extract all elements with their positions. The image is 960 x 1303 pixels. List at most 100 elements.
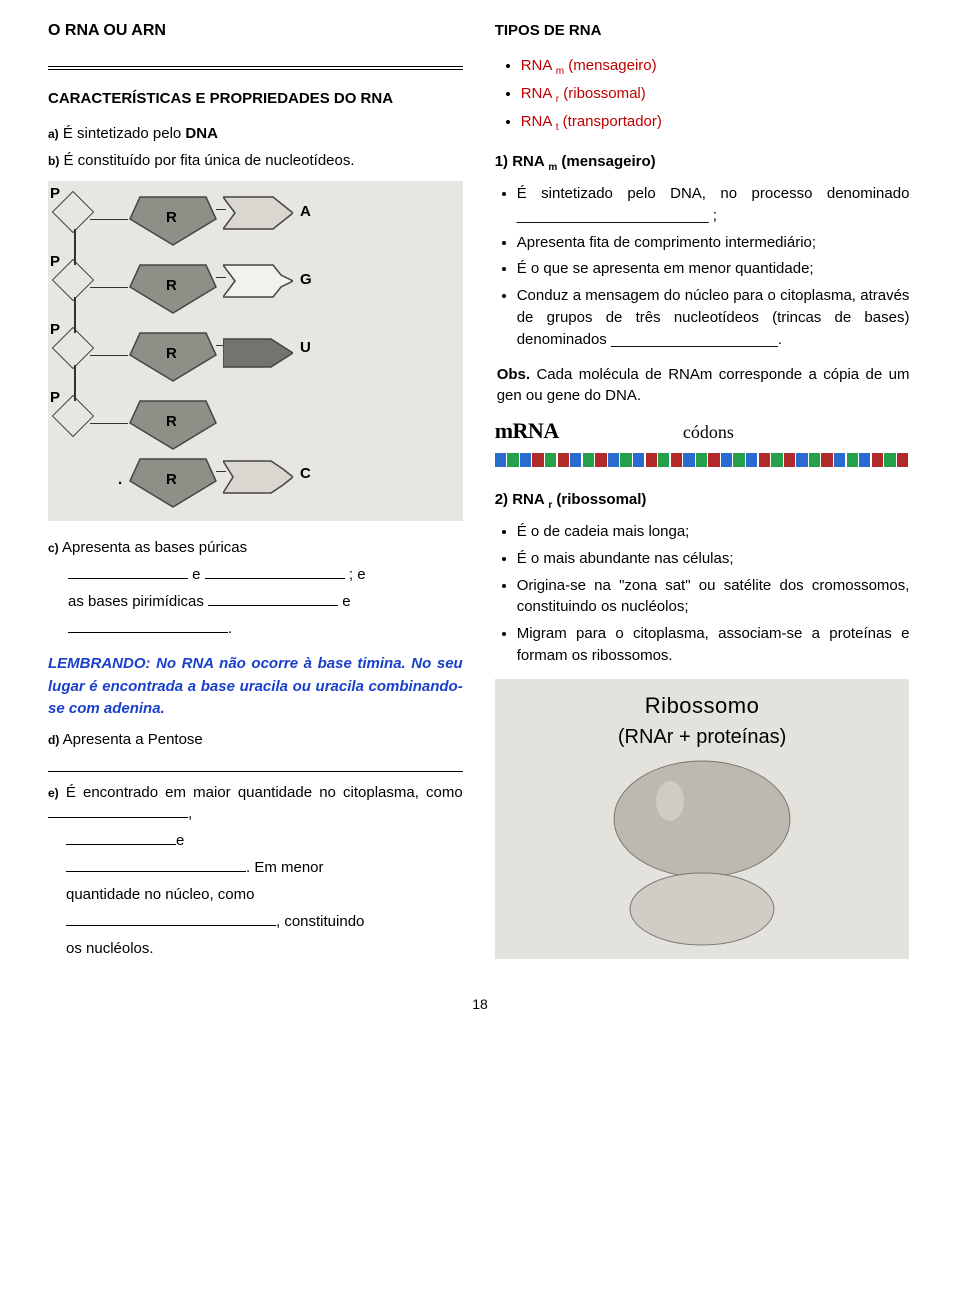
item-e-line3: . Em menor bbox=[48, 857, 463, 878]
mrna-codon-tick bbox=[746, 453, 757, 467]
blank-pirimidica-2 bbox=[68, 632, 228, 633]
page-title: O RNA OU ARN bbox=[48, 20, 463, 42]
blank-nucleo bbox=[66, 925, 276, 926]
blank-cito-1 bbox=[48, 817, 188, 818]
sugar-label-1: R bbox=[166, 207, 177, 228]
codons-label: códons bbox=[683, 420, 734, 445]
item-d: d) Apresenta a Pentose bbox=[48, 729, 463, 750]
base-label-g: G bbox=[300, 269, 312, 290]
mrna-codon-tick bbox=[708, 453, 719, 467]
base-label-c: C bbox=[300, 463, 311, 484]
mrna-codon-tick bbox=[658, 453, 669, 467]
item-e-line3b: quantidade no núcleo, como bbox=[48, 884, 463, 905]
item-e-line4: , constituindo bbox=[48, 911, 463, 932]
mrna-codon-tick bbox=[608, 453, 619, 467]
mrna-codon-tick bbox=[733, 453, 744, 467]
mrna-codon-tick bbox=[545, 453, 556, 467]
obs-bold: Obs. bbox=[497, 366, 530, 383]
heading-rnar: 2) RNA r (ribossomal) bbox=[495, 489, 910, 513]
lembrando-note: LEMBRANDO: No RNA não ocorre à base timi… bbox=[48, 653, 463, 721]
two-column-layout: O RNA OU ARN CARACTERÍSTICAS E PROPRIEDA… bbox=[48, 20, 912, 965]
item-c-line4: . bbox=[48, 618, 463, 639]
mrna-codon-tick bbox=[759, 453, 770, 467]
mrna-codon-tick bbox=[821, 453, 832, 467]
rna-types-list: RNA m (mensageiro) RNA r (ribossomal) RN… bbox=[495, 55, 910, 135]
item-c-line2: e ; e bbox=[48, 564, 463, 585]
title-rule-1 bbox=[48, 66, 463, 67]
ribosome-figure: Ribossomo (RNAr + proteínas) bbox=[495, 679, 910, 959]
mrna-codon-tick bbox=[796, 453, 807, 467]
base-a-icon bbox=[223, 189, 293, 237]
rnat-pre: RNA bbox=[521, 113, 556, 130]
phosphate-label-2: P bbox=[50, 251, 60, 272]
sugar-label-5: R bbox=[166, 469, 177, 490]
rnar-bullet-2: É o mais abundante nas células; bbox=[517, 548, 910, 570]
mrna-bar bbox=[495, 453, 910, 467]
rnam-bullets: É sintetizado pelo DNA, no processo deno… bbox=[495, 183, 910, 350]
item-b-text: É constituído por fita única de nucleotí… bbox=[64, 152, 355, 169]
rnam-bullet-2: Apresenta fita de comprimento intermediá… bbox=[517, 232, 910, 254]
ribosome-title: Ribossomo bbox=[495, 679, 910, 722]
blank-purica-2 bbox=[205, 578, 345, 579]
sugar-label-3: R bbox=[166, 343, 177, 364]
ribosome-subtitle: (RNAr + proteínas) bbox=[495, 723, 910, 751]
rnar-post: (ribossomal) bbox=[559, 85, 646, 102]
item-e: e) É encontrado em maior quantidade no c… bbox=[48, 782, 463, 824]
rnar-bullet-1: É o de cadeia mais longa; bbox=[517, 521, 910, 543]
base-c-icon bbox=[223, 453, 293, 501]
mrna-codon-tick bbox=[646, 453, 657, 467]
base-g-icon bbox=[223, 257, 293, 305]
rnam-sub: m bbox=[556, 66, 564, 77]
type-rnat: RNA t (transportador) bbox=[521, 111, 910, 135]
rnar-bullet-3: Origina-se na "zona sat" ou satélite dos… bbox=[517, 575, 910, 619]
nucleotide-figure: P R A P R bbox=[48, 181, 463, 521]
type-rnar: RNA r (ribossomal) bbox=[521, 83, 910, 107]
item-e-line2: e bbox=[48, 830, 463, 851]
item-d-text: Apresenta a Pentose bbox=[63, 731, 203, 748]
mrna-codon-tick bbox=[721, 453, 732, 467]
mrna-codon-tick bbox=[507, 453, 518, 467]
item-e-text-1: É encontrado em maior quantidade no cito… bbox=[66, 784, 463, 801]
blank-cito-2 bbox=[66, 844, 176, 845]
rnat-post: (transportador) bbox=[559, 113, 662, 130]
right-column: TIPOS DE RNA RNA m (mensageiro) RNA r (r… bbox=[495, 20, 910, 965]
mrna-codon-tick bbox=[696, 453, 707, 467]
rnam-bullet-1: É sintetizado pelo DNA, no processo deno… bbox=[517, 183, 910, 227]
ribosome-icon bbox=[592, 759, 812, 949]
left-column: O RNA OU ARN CARACTERÍSTICAS E PROPRIEDA… bbox=[48, 20, 463, 965]
section-heading-caracteristicas: CARACTERÍSTICAS E PROPRIEDADES DO RNA bbox=[48, 88, 463, 109]
mrna-codon-tick bbox=[633, 453, 644, 467]
heading-rnam: 1) RNA m (mensageiro) bbox=[495, 151, 910, 175]
phosphate-label-3: P bbox=[50, 319, 60, 340]
base-label-a: A bbox=[300, 201, 311, 222]
item-a-letter: a) bbox=[48, 127, 59, 141]
item-e-letter: e) bbox=[48, 786, 59, 800]
mrna-codon-tick bbox=[595, 453, 606, 467]
base-label-u: U bbox=[300, 337, 311, 358]
mrna-codon-tick bbox=[872, 453, 883, 467]
item-a: a) É sintetizado pelo DNA bbox=[48, 123, 463, 144]
phosphate-label-4: P bbox=[50, 387, 60, 408]
rnar-pre: RNA bbox=[521, 85, 556, 102]
rnam-post: (mensageiro) bbox=[564, 57, 657, 74]
mrna-label: mRNA bbox=[495, 416, 559, 447]
phosphate-label-1: P bbox=[50, 183, 60, 204]
dot-icon: · bbox=[118, 473, 123, 494]
mrna-codon-tick bbox=[495, 453, 506, 467]
item-c-text: Apresenta as bases púricas bbox=[62, 539, 247, 556]
mrna-codon-tick bbox=[847, 453, 858, 467]
item-d-letter: d) bbox=[48, 733, 59, 747]
item-a-text: É sintetizado pelo bbox=[63, 125, 186, 142]
sugar-label-4: R bbox=[166, 411, 177, 432]
item-c-letter: c) bbox=[48, 541, 59, 555]
mrna-figure: mRNA códons bbox=[495, 416, 910, 467]
mrna-codon-tick bbox=[897, 453, 908, 467]
rnam-bullet-4: Conduz a mensagem do núcleo para o citop… bbox=[517, 285, 910, 350]
blank-cito-3 bbox=[66, 871, 246, 872]
blank-pentose bbox=[48, 756, 463, 772]
item-c: c) Apresenta as bases púricas bbox=[48, 537, 463, 558]
rnar-bullets: É o de cadeia mais longa; É o mais abund… bbox=[495, 521, 910, 667]
mrna-codon-tick bbox=[784, 453, 795, 467]
item-c-line3: as bases pirimídicas e bbox=[48, 591, 463, 612]
item-a-dna: DNA bbox=[185, 125, 218, 142]
